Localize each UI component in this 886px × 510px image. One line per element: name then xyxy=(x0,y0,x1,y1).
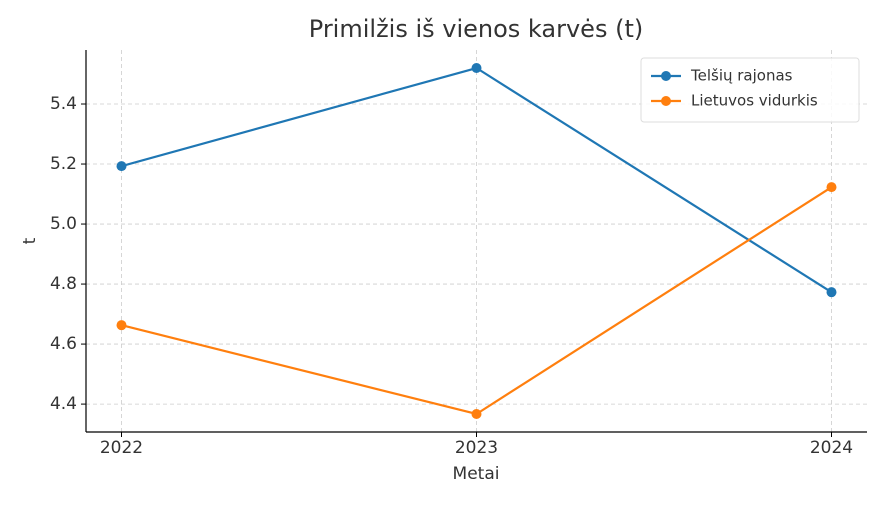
y-tick-label: 4.8 xyxy=(50,274,77,294)
data-point xyxy=(826,182,837,193)
x-axis-label: Metai xyxy=(453,464,500,484)
y-tick-label: 4.4 xyxy=(50,394,77,414)
legend-label: Lietuvos vidurkis xyxy=(691,92,818,110)
x-tick-label: 2023 xyxy=(455,438,498,458)
y-tick-label: 5.4 xyxy=(50,94,77,114)
y-tick-label: 5.2 xyxy=(50,154,77,174)
data-point xyxy=(471,408,482,419)
legend-marker xyxy=(661,71,671,81)
y-tick-label: 4.6 xyxy=(50,334,77,354)
legend-box xyxy=(640,57,860,123)
x-tick-label: 2024 xyxy=(810,438,853,458)
data-point xyxy=(116,161,127,172)
legend-marker xyxy=(661,96,671,106)
legend-label: Telšių rajonas xyxy=(690,67,793,85)
legend: Telšių rajonas Lietuvos vidurkis xyxy=(640,57,860,123)
data-point xyxy=(826,287,837,298)
chart-title: Primilžis iš vienos karvės (t) xyxy=(309,15,643,43)
data-point xyxy=(471,63,482,74)
y-axis-label: t xyxy=(20,237,40,244)
data-point xyxy=(116,320,127,331)
x-tick-label: 2022 xyxy=(100,438,143,458)
y-tick-label: 5.0 xyxy=(50,214,77,234)
